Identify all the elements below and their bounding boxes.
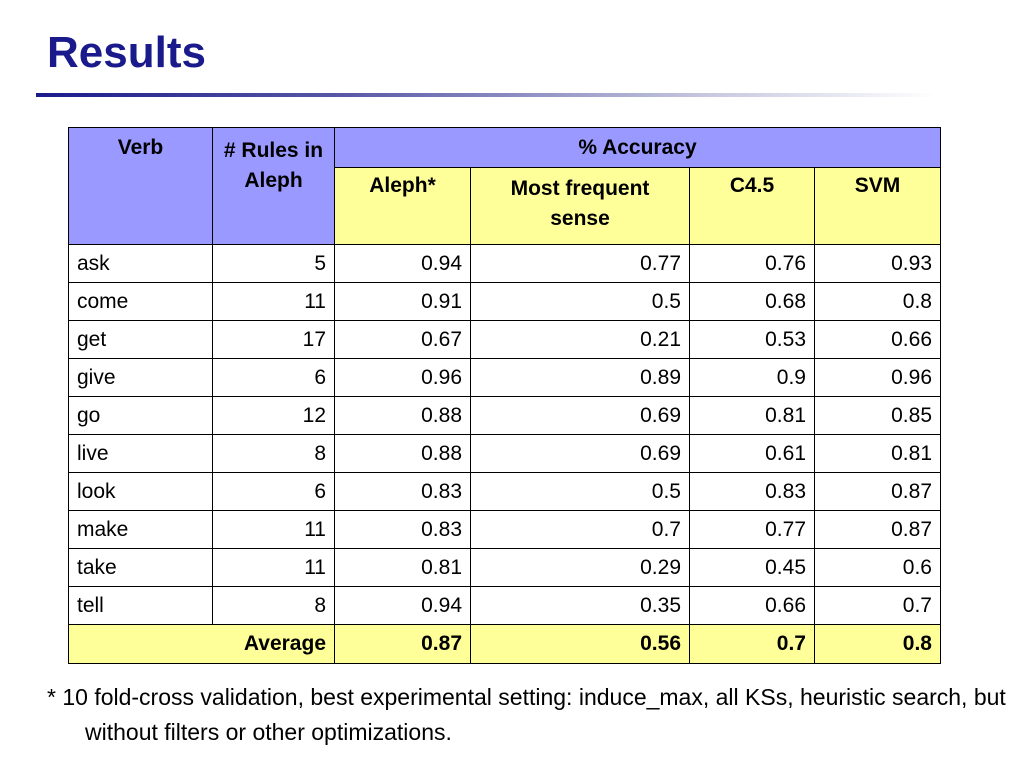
table-row: get 17 0.67 0.21 0.53 0.66 — [68, 320, 941, 359]
cell-most-frequent: 0.35 — [470, 586, 690, 625]
cell-rules: 11 — [212, 282, 335, 321]
cell-most-frequent: 0.5 — [470, 472, 690, 511]
footnote: * 10 fold-cross validation, best experim… — [47, 684, 1006, 745]
cell-rules: 5 — [212, 244, 335, 283]
average-label: Average — [68, 624, 335, 664]
cell-c45: 0.83 — [689, 472, 815, 511]
cell-c45: 0.9 — [689, 358, 815, 397]
cell-verb: get — [68, 320, 213, 359]
cell-most-frequent: 0.21 — [470, 320, 690, 359]
header-row-2: Aleph* Most frequent sense C4.5 SVM — [69, 167, 941, 245]
cell-svm: 0.6 — [814, 548, 941, 587]
cell-c45: 0.66 — [689, 586, 815, 625]
cell-svm: 0.87 — [814, 472, 941, 511]
average-aleph: 0.87 — [334, 624, 471, 664]
cell-aleph: 0.81 — [334, 548, 471, 587]
cell-svm: 0.87 — [814, 510, 941, 549]
cell-c45: 0.77 — [689, 510, 815, 549]
header-c45: C4.5 — [689, 167, 815, 245]
cell-c45: 0.81 — [689, 396, 815, 435]
cell-rules: 8 — [212, 434, 335, 473]
header-aleph: Aleph* — [334, 167, 471, 245]
average-mfs: 0.56 — [470, 624, 690, 664]
cell-aleph: 0.67 — [334, 320, 471, 359]
table-row: take 11 0.81 0.29 0.45 0.6 — [68, 548, 941, 587]
table-row: give 6 0.96 0.89 0.9 0.96 — [68, 358, 941, 397]
average-c45: 0.7 — [689, 624, 815, 664]
header-row-1: Verb # Rules in Aleph % Accuracy — [68, 127, 941, 245]
cell-aleph: 0.83 — [334, 472, 471, 511]
cell-svm: 0.93 — [814, 244, 941, 283]
cell-rules: 12 — [212, 396, 335, 435]
table-row: come 11 0.91 0.5 0.68 0.8 — [68, 282, 941, 321]
cell-c45: 0.45 — [689, 548, 815, 587]
table-row: make 11 0.83 0.7 0.77 0.87 — [68, 510, 941, 549]
cell-verb: ask — [68, 244, 213, 283]
table-row: tell 8 0.94 0.35 0.66 0.7 — [68, 586, 941, 625]
cell-verb: tell — [68, 586, 213, 625]
header-rules: # Rules in Aleph — [212, 127, 335, 245]
average-row: Average 0.87 0.56 0.7 0.8 — [68, 624, 941, 664]
cell-svm: 0.96 — [814, 358, 941, 397]
header-svm: SVM — [814, 167, 941, 245]
cell-aleph: 0.88 — [334, 434, 471, 473]
cell-aleph: 0.83 — [334, 510, 471, 549]
table-row: look 6 0.83 0.5 0.83 0.87 — [68, 472, 941, 511]
cell-most-frequent: 0.89 — [470, 358, 690, 397]
cell-most-frequent: 0.69 — [470, 396, 690, 435]
header-most-frequent: Most frequent sense — [470, 167, 690, 245]
header-accuracy: % Accuracy — [334, 127, 941, 168]
table-row: live 8 0.88 0.69 0.61 0.81 — [68, 434, 941, 473]
cell-rules: 11 — [212, 510, 335, 549]
cell-svm: 0.7 — [814, 586, 941, 625]
cell-most-frequent: 0.7 — [470, 510, 690, 549]
cell-rules: 11 — [212, 548, 335, 587]
cell-rules: 17 — [212, 320, 335, 359]
cell-verb: go — [68, 396, 213, 435]
table-body: ask 5 0.94 0.77 0.76 0.93 come 11 0.91 0.5 0.68 0.8… — [68, 244, 941, 625]
table-row: ask 5 0.94 0.77 0.76 0.93 — [68, 244, 941, 283]
cell-svm: 0.66 — [814, 320, 941, 359]
cell-most-frequent: 0.69 — [470, 434, 690, 473]
cell-verb: take — [68, 548, 213, 587]
cell-aleph: 0.88 — [334, 396, 471, 435]
cell-verb: live — [68, 434, 213, 473]
cell-aleph: 0.94 — [334, 244, 471, 283]
cell-aleph: 0.96 — [334, 358, 471, 397]
cell-rules: 6 — [212, 358, 335, 397]
cell-c45: 0.61 — [689, 434, 815, 473]
cell-rules: 6 — [212, 472, 335, 511]
table-row: go 12 0.88 0.69 0.81 0.85 — [68, 396, 941, 435]
cell-c45: 0.76 — [689, 244, 815, 283]
cell-most-frequent: 0.77 — [470, 244, 690, 283]
cell-aleph: 0.94 — [334, 586, 471, 625]
average-svm: 0.8 — [814, 624, 941, 664]
cell-verb: make — [68, 510, 213, 549]
cell-aleph: 0.91 — [334, 282, 471, 321]
cell-svm: 0.81 — [814, 434, 941, 473]
page-title: Results — [47, 28, 206, 77]
cell-most-frequent: 0.29 — [470, 548, 690, 587]
cell-most-frequent: 0.5 — [470, 282, 690, 321]
cell-svm: 0.85 — [814, 396, 941, 435]
cell-c45: 0.53 — [689, 320, 815, 359]
title-underline — [36, 93, 936, 97]
cell-verb: give — [68, 358, 213, 397]
cell-svm: 0.8 — [814, 282, 941, 321]
cell-verb: come — [68, 282, 213, 321]
header-verb: Verb — [68, 127, 213, 245]
cell-c45: 0.68 — [689, 282, 815, 321]
cell-verb: look — [68, 472, 213, 511]
cell-rules: 8 — [212, 586, 335, 625]
results-table: Verb # Rules in Aleph % Accuracy Aleph* … — [68, 127, 941, 664]
